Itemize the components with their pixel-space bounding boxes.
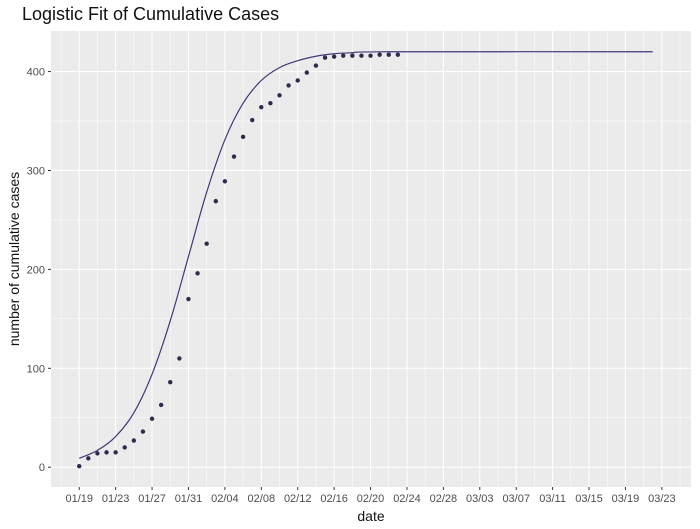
data-point	[213, 198, 218, 204]
data-point	[350, 53, 355, 58]
data-point	[377, 52, 382, 57]
data-point	[268, 101, 273, 106]
x-tick-label: 01/23	[102, 493, 130, 505]
data-point	[259, 104, 264, 110]
data-point	[95, 451, 100, 456]
x-tick-label: 02/28	[430, 493, 458, 505]
data-point	[295, 78, 300, 83]
data-point	[177, 356, 182, 361]
gridlines	[51, 31, 691, 487]
data-point	[131, 438, 137, 443]
data-point	[231, 154, 237, 159]
x-tick-label: 03/11	[539, 493, 566, 505]
data-point	[304, 70, 310, 75]
data-point	[195, 271, 200, 276]
x-tick-label: 02/16	[320, 493, 348, 505]
data-point	[158, 402, 164, 408]
x-axis: 01/19 01/23 01/27 01/31 02/04 02/08 02/12 02/16…	[65, 487, 676, 505]
data-points	[77, 52, 401, 469]
data-point	[86, 456, 91, 461]
data-point	[341, 53, 346, 58]
x-tick-label: 01/31	[175, 493, 203, 505]
data-point	[359, 53, 364, 58]
x-tick-label: 03/23	[648, 493, 676, 505]
data-point	[168, 379, 173, 385]
data-point	[249, 117, 255, 123]
data-point	[322, 55, 328, 60]
x-tick-label: 03/19	[612, 493, 640, 505]
y-tick-label: 0	[39, 462, 45, 474]
data-point	[113, 450, 118, 455]
x-tick-label: 03/07	[502, 493, 530, 505]
data-point	[277, 93, 282, 98]
x-axis-label: date	[357, 508, 384, 524]
data-point	[331, 54, 337, 59]
y-axis: 0 100 200 300 400	[27, 67, 51, 474]
data-point	[395, 52, 401, 57]
data-point	[313, 63, 319, 68]
x-tick-label: 02/12	[284, 493, 312, 505]
x-tick-label: 03/15	[575, 493, 603, 505]
x-tick-label: 02/04	[211, 493, 239, 505]
data-point	[140, 429, 146, 434]
x-tick-label: 03/03	[466, 493, 494, 505]
x-tick-label: 02/20	[357, 493, 385, 505]
data-point	[368, 53, 373, 58]
data-point	[222, 179, 228, 184]
data-point	[186, 296, 191, 302]
y-tick-label: 300	[27, 165, 45, 177]
y-tick-label: 200	[27, 264, 45, 276]
data-point	[204, 241, 209, 246]
data-point	[240, 134, 246, 140]
x-tick-label: 01/27	[138, 493, 166, 505]
data-point	[77, 464, 82, 469]
data-point	[104, 450, 109, 455]
y-tick-label: 100	[27, 363, 45, 375]
data-point	[122, 445, 127, 450]
x-tick-label: 02/24	[393, 493, 421, 505]
x-tick-label: 01/19	[65, 493, 93, 505]
data-point	[149, 416, 155, 421]
y-tick-label: 400	[27, 67, 45, 79]
chart-title: Logistic Fit of Cumulative Cases	[22, 4, 280, 24]
fit-line	[78, 51, 653, 459]
y-axis-label: number of cumulative cases	[6, 172, 22, 346]
data-point	[386, 52, 391, 57]
x-tick-label: 02/08	[248, 493, 276, 505]
data-point	[286, 83, 291, 88]
